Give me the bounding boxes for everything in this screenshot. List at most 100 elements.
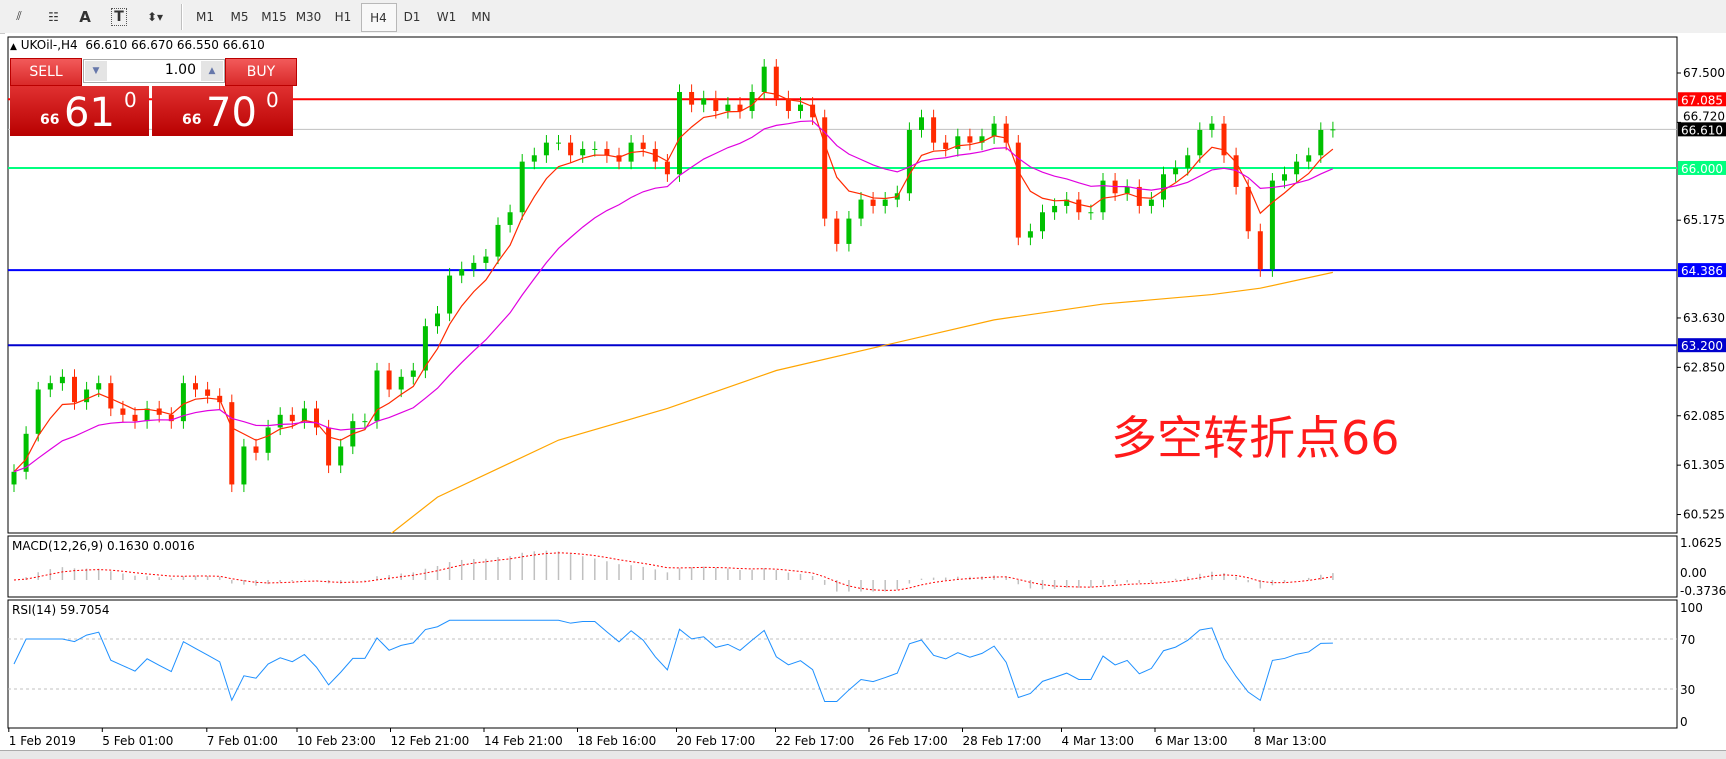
chart-window[interactable] bbox=[5, 33, 1726, 750]
rsi-label: RSI(14) 59.7054 bbox=[12, 603, 110, 617]
candle-body bbox=[1197, 129, 1203, 156]
level-price-badge bbox=[1678, 263, 1726, 278]
arrows-dropdown-icon[interactable]: ⬍▾ bbox=[146, 9, 164, 24]
candle-body bbox=[193, 383, 198, 390]
candle-body bbox=[737, 104, 743, 111]
macd-label: MACD(12,26,9) 0.1630 0.0016 bbox=[12, 539, 195, 553]
candle-body bbox=[96, 383, 102, 390]
candle-body bbox=[834, 218, 840, 244]
candle-body bbox=[979, 136, 985, 143]
ma-fast-line bbox=[13, 91, 1334, 473]
chart-tabs-bar[interactable] bbox=[0, 750, 1726, 759]
macd-pane bbox=[7, 535, 1678, 598]
candle-body bbox=[1076, 199, 1082, 213]
fibonacci-fan-icon[interactable]: ☷ bbox=[48, 9, 59, 24]
candle-body bbox=[1269, 180, 1275, 270]
candle-body bbox=[241, 446, 247, 485]
buy-price-pip: 0 bbox=[266, 88, 279, 112]
level-price-label: 67.085 bbox=[1681, 93, 1723, 107]
candle-body bbox=[556, 142, 561, 144]
lot-decrease-button[interactable]: ▼ bbox=[85, 61, 107, 81]
buy-price[interactable]: 66 70 0 bbox=[152, 86, 293, 136]
lot-value[interactable]: 1.00 bbox=[164, 62, 196, 78]
sell-button[interactable]: SELL bbox=[10, 58, 82, 86]
level-price-label: 63.200 bbox=[1681, 339, 1723, 353]
macd-tick-label: 1.0625 bbox=[1680, 536, 1722, 550]
timeframe-m30[interactable]: M30 bbox=[295, 9, 322, 24]
candle-body bbox=[1330, 129, 1336, 131]
timeframe-m1[interactable]: M1 bbox=[196, 9, 214, 24]
candle-body bbox=[1040, 212, 1045, 232]
buy-button[interactable]: BUY bbox=[225, 58, 297, 86]
timeframe-w1[interactable]: W1 bbox=[436, 9, 457, 24]
timeframe-h1[interactable]: H1 bbox=[334, 9, 352, 24]
toolbar: ⫽ ☷ A T ⬍▾ M1 M5 M15 M30 H1 H4 D1 W1 MN bbox=[0, 0, 1726, 34]
candle-body bbox=[447, 275, 453, 314]
sell-price[interactable]: 66 61 0 bbox=[10, 86, 149, 136]
collapse-triangle-icon[interactable]: ▲ bbox=[10, 42, 17, 52]
timeframe-mn[interactable]: MN bbox=[471, 9, 491, 24]
candle-body bbox=[338, 446, 344, 466]
candle-body bbox=[785, 98, 791, 111]
rsi-tick-label: 70 bbox=[1680, 633, 1695, 647]
rsi-pane bbox=[7, 599, 1678, 729]
chart-annotation: 多空转折点66 bbox=[1111, 411, 1400, 465]
macd-signal-line bbox=[13, 552, 1333, 591]
timeframe-m5[interactable]: M5 bbox=[230, 9, 249, 24]
text-label-glyph: T bbox=[111, 7, 127, 26]
timeframe-d1[interactable]: D1 bbox=[403, 9, 421, 24]
time-label: 1 Feb 2019 bbox=[9, 734, 76, 748]
candle-body bbox=[967, 136, 973, 143]
candle-body bbox=[568, 142, 574, 156]
candle-body bbox=[543, 142, 549, 156]
candle-body bbox=[229, 402, 235, 485]
lot-size-input[interactable]: ▼ 1.00 ▲ bbox=[83, 59, 225, 83]
candle-body bbox=[1257, 231, 1263, 270]
time-label: 12 Feb 21:00 bbox=[391, 734, 470, 748]
candle-body bbox=[301, 408, 307, 422]
candle-body bbox=[35, 389, 41, 434]
candle-body bbox=[1148, 199, 1154, 206]
price-tick-label: 63.630 bbox=[1683, 311, 1725, 325]
candle-body bbox=[1318, 129, 1324, 156]
time-label: 8 Mar 13:00 bbox=[1254, 734, 1327, 748]
candle-body bbox=[459, 269, 465, 276]
level-price-badge bbox=[1678, 122, 1726, 137]
candle-body bbox=[132, 414, 138, 422]
candle-body bbox=[677, 91, 682, 175]
candle-body bbox=[991, 123, 997, 137]
candle-body bbox=[943, 142, 949, 149]
candle-body bbox=[265, 427, 271, 453]
lot-increase-button[interactable]: ▲ bbox=[201, 61, 223, 81]
fibonacci-expansion-icon[interactable]: ⫽ bbox=[16, 9, 22, 23]
candle-body bbox=[1027, 231, 1033, 238]
price-tick-label: 60.525 bbox=[1683, 508, 1725, 522]
price-tick-label: 62.085 bbox=[1683, 409, 1725, 423]
ohlc-values: 66.610 66.670 66.550 66.610 bbox=[85, 38, 265, 52]
timeframe-m15[interactable]: M15 bbox=[261, 9, 287, 24]
level-price-label: 66.610 bbox=[1681, 123, 1723, 137]
sell-price-pip: 0 bbox=[124, 88, 137, 112]
candle-body bbox=[289, 414, 295, 422]
candle-body bbox=[144, 408, 150, 422]
main-pane bbox=[7, 36, 1678, 534]
candle-body bbox=[120, 408, 126, 415]
text-label-icon[interactable]: T bbox=[104, 3, 134, 30]
candle-body bbox=[253, 446, 259, 453]
candle-body bbox=[435, 313, 440, 327]
sell-price-main: 61 bbox=[64, 90, 115, 136]
candle-body bbox=[374, 370, 380, 422]
time-label: 26 Feb 17:00 bbox=[869, 734, 948, 748]
candle-body bbox=[410, 370, 416, 377]
rsi-tick-label: 100 bbox=[1680, 601, 1703, 615]
one-click-trading-panel: SELL ▼ 1.00 ▲ BUY 66 61 0 66 70 0 bbox=[9, 58, 297, 136]
timeframe-h4[interactable]: H4 bbox=[360, 3, 397, 32]
text-icon[interactable]: A bbox=[79, 7, 91, 26]
level-price-badge bbox=[1678, 92, 1726, 107]
time-label: 5 Feb 01:00 bbox=[102, 734, 173, 748]
candle-body bbox=[1245, 186, 1251, 232]
candle-body bbox=[616, 155, 622, 162]
candle-body bbox=[23, 433, 29, 472]
candle-body bbox=[180, 383, 186, 422]
